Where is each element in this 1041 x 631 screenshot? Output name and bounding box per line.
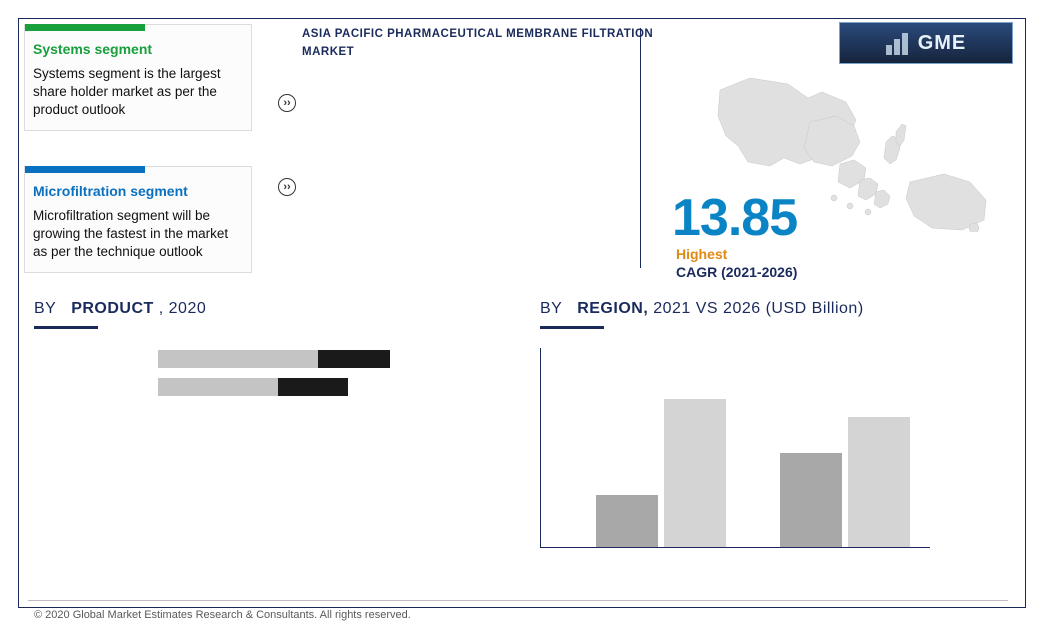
region-bar	[780, 453, 842, 547]
bullet-1: ››	[278, 176, 628, 196]
cagr-label: CAGR (2021-2026)	[676, 264, 797, 280]
region-bar-chart	[540, 348, 930, 548]
highest-label: Highest	[676, 246, 727, 262]
product-bar-chart	[158, 350, 418, 420]
cagr-value: 13.85	[672, 188, 797, 248]
y-axis	[540, 348, 541, 548]
underline-product	[34, 326, 98, 329]
region-bar	[664, 399, 726, 547]
region-bar	[596, 495, 658, 547]
footer-divider	[28, 600, 1008, 601]
card-body: Microfiltration segment will be growing …	[33, 207, 243, 262]
logo-text: GME	[918, 32, 967, 55]
card-title: Systems segment	[33, 41, 243, 57]
card-body: Systems segment is the largest share hol…	[33, 65, 243, 120]
product-bold: PRODUCT	[71, 300, 154, 317]
by-label: BY	[34, 300, 56, 317]
copyright: © 2020 Global Market Estimates Research …	[34, 609, 411, 621]
underline-region	[540, 326, 604, 329]
bar-segment-2	[278, 378, 348, 396]
section-heading-product: BY PRODUCT , 2020	[34, 300, 206, 318]
vertical-divider	[640, 28, 641, 268]
card-accent-bar	[25, 166, 145, 173]
title-text: ASIA PACIFIC PHARMACEUTICAL MEMBRANE FIL…	[302, 28, 653, 58]
card-title: Microfiltration segment	[33, 183, 243, 199]
product-bar-row	[158, 378, 348, 396]
card-accent-bar	[25, 24, 145, 31]
legend-item: 2021	[981, 428, 1001, 439]
by-label-2: BY	[540, 300, 562, 317]
bullet-0: ››	[278, 92, 628, 112]
x-axis	[540, 547, 930, 548]
bar-segment-2	[318, 350, 390, 368]
region-bold: REGION,	[577, 300, 648, 317]
logo: GME	[839, 22, 1013, 64]
logo-bars-icon	[886, 31, 912, 55]
region-bar	[848, 417, 910, 547]
page-title: ASIA PACIFIC PHARMACEUTICAL MEMBRANE FIL…	[302, 24, 682, 60]
region-chart-legend: 2021 2026	[981, 428, 1001, 470]
chevron-right-icon: ››	[278, 94, 296, 112]
bar-segment-1	[158, 350, 318, 368]
bar-segment-1	[158, 378, 278, 396]
product-rest: , 2020	[159, 300, 206, 317]
chevron-right-icon: ››	[278, 178, 296, 196]
info-card-1: Microfiltration segment Microfiltration s…	[24, 166, 252, 273]
info-card-0: Systems segment Systems segment is the la…	[24, 24, 252, 131]
region-rest: 2021 VS 2026 (USD Billion)	[653, 300, 863, 317]
product-bar-row	[158, 350, 390, 368]
section-heading-region: BY REGION, 2021 VS 2026 (USD Billion)	[540, 300, 864, 318]
legend-item: 2026	[981, 449, 1001, 460]
